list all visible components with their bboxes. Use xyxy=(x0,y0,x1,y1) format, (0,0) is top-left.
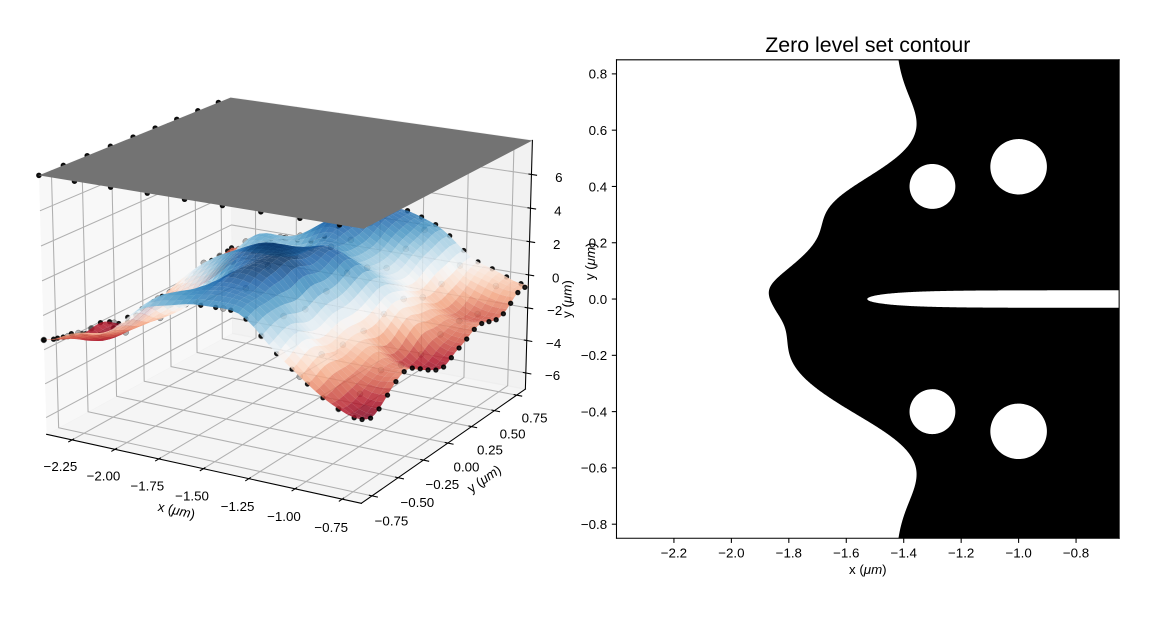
svg-text:−0.75: −0.75 xyxy=(314,520,348,535)
svg-text:−1.2: −1.2 xyxy=(948,545,974,560)
svg-text:−0.25: −0.25 xyxy=(425,477,459,492)
svg-text:y()μm: y()μm xyxy=(560,280,575,318)
svg-text:−0.8: −0.8 xyxy=(581,517,607,532)
svg-text:−2.2: −2.2 xyxy=(661,545,687,560)
svg-text:2: 2 xyxy=(553,237,560,252)
svg-text:0.00: 0.00 xyxy=(454,459,480,474)
svg-text:−0.4: −0.4 xyxy=(581,404,608,419)
svg-text:−0.6: −0.6 xyxy=(581,461,607,476)
svg-text:0.2: 0.2 xyxy=(589,236,608,251)
svg-text:4: 4 xyxy=(554,204,562,219)
svg-text:6: 6 xyxy=(555,170,562,185)
svg-text:−1.4: −1.4 xyxy=(891,545,918,560)
svg-text:−1.6: −1.6 xyxy=(833,545,859,560)
svg-text:−1.8: −1.8 xyxy=(776,545,802,560)
svg-text:−0.8: −0.8 xyxy=(1063,545,1089,560)
svg-text:0.8: 0.8 xyxy=(589,67,608,82)
svg-text:−0.2: −0.2 xyxy=(581,348,607,363)
svg-text:−4: −4 xyxy=(546,336,562,351)
svg-text:−1.50: −1.50 xyxy=(175,489,209,504)
svg-text:−1.00: −1.00 xyxy=(267,509,301,524)
svg-text:0.4: 0.4 xyxy=(589,179,608,194)
svg-text:−6: −6 xyxy=(545,368,560,383)
svg-text:0.0: 0.0 xyxy=(589,292,608,307)
svg-text:0.6: 0.6 xyxy=(589,123,608,138)
svg-text:−1.0: −1.0 xyxy=(1005,545,1031,560)
svg-text:0.50: 0.50 xyxy=(500,426,526,441)
svg-text:−1.75: −1.75 xyxy=(130,479,164,494)
svg-text:−0.50: −0.50 xyxy=(400,495,434,510)
svg-text:−1.25: −1.25 xyxy=(221,499,255,514)
svg-text:−2.25: −2.25 xyxy=(44,459,78,474)
svg-text:−2.00: −2.00 xyxy=(87,469,121,484)
svg-text:0: 0 xyxy=(552,270,559,285)
svg-text:−0.75: −0.75 xyxy=(375,513,409,528)
svg-text:Zero level set contour: Zero level set contour xyxy=(765,33,970,57)
svg-text:x()μm: x()μm xyxy=(849,562,887,577)
svg-text:−2.0: −2.0 xyxy=(718,545,744,560)
svg-text:0.25: 0.25 xyxy=(477,443,503,458)
svg-text:0.75: 0.75 xyxy=(522,411,548,426)
